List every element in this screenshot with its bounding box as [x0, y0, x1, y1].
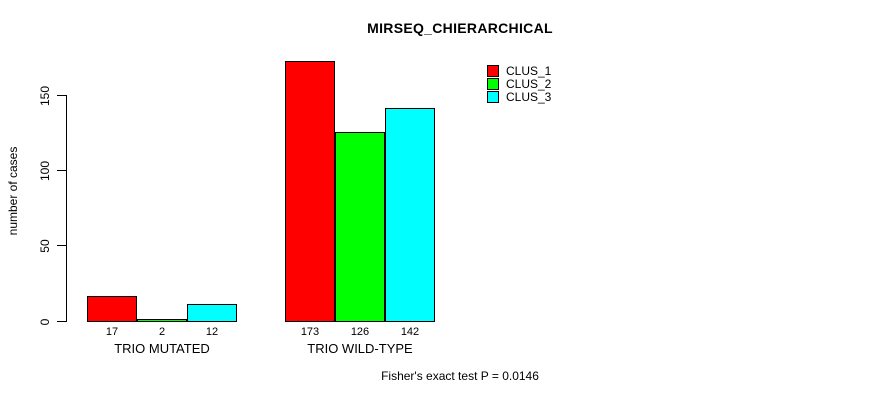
category-label: TRIO MUTATED — [114, 341, 210, 356]
bar-clus_3-2 — [385, 108, 435, 322]
legend-label-clus_1: CLUS_1 — [506, 64, 552, 78]
legend-label-clus_3: CLUS_3 — [506, 90, 552, 104]
bar-value-label: 126 — [350, 326, 370, 338]
y-tick — [56, 169, 66, 171]
y-axis-line — [65, 94, 67, 322]
bar-value-label: 173 — [300, 326, 320, 338]
y-axis-label: number of cases — [6, 146, 20, 236]
y-tick — [56, 94, 66, 96]
legend-swatch-clus_1 — [487, 65, 499, 77]
bar-clus_1-1 — [87, 296, 137, 322]
y-tick — [56, 320, 66, 322]
y-tick-label: 0 — [38, 318, 52, 325]
legend-swatch-clus_3 — [487, 91, 499, 103]
bar-clus_3-1 — [187, 304, 237, 322]
y-tick-label: 100 — [38, 160, 52, 181]
bar-clus_2-2 — [335, 132, 385, 322]
bar-value-label: 142 — [400, 326, 420, 338]
fisher-test-annotation: Fisher's exact test P = 0.0146 — [381, 369, 539, 383]
bar-value-label: 2 — [158, 326, 166, 338]
chart-title: MIRSEQ_CHIERARCHICAL — [367, 20, 553, 36]
legend-swatch-clus_2 — [487, 78, 499, 90]
legend-label-clus_2: CLUS_2 — [506, 77, 552, 91]
bar-clus_2-1 — [137, 319, 187, 322]
bar-value-label: 12 — [205, 326, 219, 338]
y-tick — [56, 245, 66, 247]
y-tick-label: 150 — [38, 85, 52, 106]
y-tick-label: 50 — [38, 239, 52, 253]
bar-value-label: 17 — [105, 326, 119, 338]
category-label: TRIO WILD-TYPE — [307, 341, 413, 356]
bar-clus_1-2 — [285, 61, 335, 322]
